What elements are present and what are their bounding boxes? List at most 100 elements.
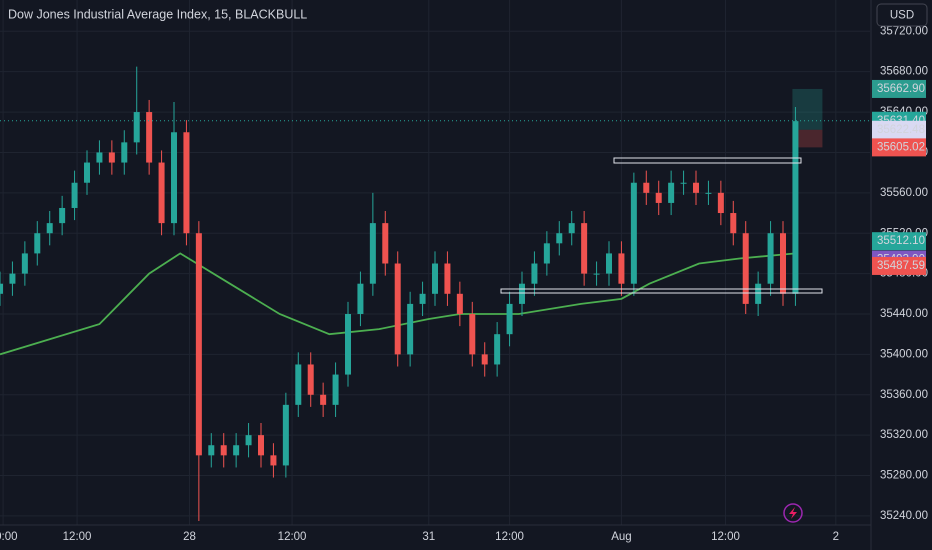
candle-body <box>270 455 277 466</box>
candle-body <box>108 152 115 163</box>
candle-body <box>717 192 724 214</box>
y-tick-label: 35440.00 <box>880 308 928 320</box>
y-tick-label: 35280.00 <box>880 470 928 482</box>
candle-body <box>195 233 202 456</box>
candle-body <box>456 293 463 314</box>
candle-body <box>183 132 190 234</box>
candle-body <box>382 223 389 264</box>
candle-body <box>357 283 364 314</box>
plot <box>0 66 870 521</box>
candle-body <box>59 207 66 224</box>
candle-body <box>780 233 786 294</box>
moving-average <box>0 252 796 356</box>
candle-body <box>133 112 140 143</box>
candle-body <box>9 273 16 284</box>
candle-body <box>146 112 153 163</box>
candle-body <box>233 445 240 456</box>
x-tick-label: 00:00 <box>0 531 17 543</box>
x-tick-label: 12:00 <box>278 531 307 543</box>
resistance-zone <box>613 157 802 164</box>
candle-body <box>34 233 41 254</box>
candle-body <box>680 182 687 184</box>
candle-body <box>444 263 451 294</box>
candle-body <box>668 182 675 203</box>
candle-body <box>519 283 525 304</box>
y-tick-label: 35240.00 <box>880 510 928 522</box>
candle-body <box>606 253 612 274</box>
x-tick-label: 28 <box>183 531 196 543</box>
currency-label[interactable]: USD <box>890 10 914 22</box>
y-tick-label: 35560.00 <box>880 187 928 199</box>
price-tag-label: 35662.90 <box>877 83 925 95</box>
candle-body <box>581 223 588 274</box>
candle-body <box>121 142 128 163</box>
candle-body <box>693 182 699 193</box>
candle-body <box>282 404 289 466</box>
candle-body <box>21 253 28 274</box>
x-tick-label: 12:00 <box>495 531 524 543</box>
candle-body <box>407 303 414 355</box>
candle-body <box>643 182 650 193</box>
candle-body <box>84 162 90 183</box>
x-tick-label: 2 <box>833 531 839 543</box>
candle-body <box>556 233 563 244</box>
candle-body <box>432 263 438 294</box>
candle-body <box>655 192 662 203</box>
alert-bolt <box>789 507 797 519</box>
price-tag-label: 35622.48 <box>877 124 925 136</box>
x-tick-label: Aug <box>611 531 631 543</box>
candle-body <box>369 223 376 284</box>
candle-body <box>320 394 327 405</box>
price-tag-label: 35605.02 <box>877 141 925 153</box>
candle-body <box>208 445 215 456</box>
candle-body <box>506 303 513 335</box>
price-tag <box>872 138 926 157</box>
price-tag <box>872 232 926 251</box>
grid <box>0 0 870 525</box>
candle-body <box>307 364 314 395</box>
candle-body <box>220 445 227 456</box>
candle-body <box>332 374 339 405</box>
candle-body <box>0 283 3 294</box>
currency-button[interactable] <box>876 3 928 27</box>
chart-title: Dow Jones Industrial Average Index, 15, … <box>8 7 307 21</box>
price-tag-label: 35512.10 <box>877 235 925 247</box>
candle-body <box>419 293 426 304</box>
x-tick-label: 12:00 <box>63 531 92 543</box>
support-zone <box>500 288 823 294</box>
position-loss <box>792 129 823 148</box>
y-tick-label: 35680.00 <box>880 66 928 78</box>
candle-body <box>481 354 488 365</box>
price-tag <box>872 120 926 139</box>
candle-body <box>543 243 550 264</box>
axes: 35240.00 35280.00 35320.00 35360.00 35400.00… <box>0 25 928 543</box>
candle-body <box>755 283 762 304</box>
candle-body <box>158 162 165 224</box>
y-tick-label: 35320.00 <box>880 429 928 441</box>
candle-body <box>742 233 749 304</box>
candle-body <box>593 273 600 275</box>
candle-body <box>245 435 252 446</box>
x-tick-label: 31 <box>422 531 435 543</box>
candle-body <box>618 253 625 284</box>
candle-body <box>705 192 712 194</box>
candle-body <box>46 223 53 234</box>
price-tag-label: 35487.59 <box>877 260 925 272</box>
candle-body <box>568 223 575 234</box>
price-tag <box>872 79 926 98</box>
candle-body <box>171 132 177 224</box>
alert-icon[interactable] <box>783 503 803 523</box>
candle-body <box>394 263 401 355</box>
candle-body <box>531 263 538 284</box>
candle-body <box>767 233 774 284</box>
candle-body <box>730 213 737 234</box>
x-tick-label: 12:00 <box>711 531 740 543</box>
y-tick-label: 35360.00 <box>880 389 928 401</box>
candle-body <box>469 313 476 355</box>
y-tick-label: 35400.00 <box>880 348 928 360</box>
candle-body <box>96 152 103 163</box>
candle-body <box>71 182 78 208</box>
candle-body <box>295 364 302 405</box>
